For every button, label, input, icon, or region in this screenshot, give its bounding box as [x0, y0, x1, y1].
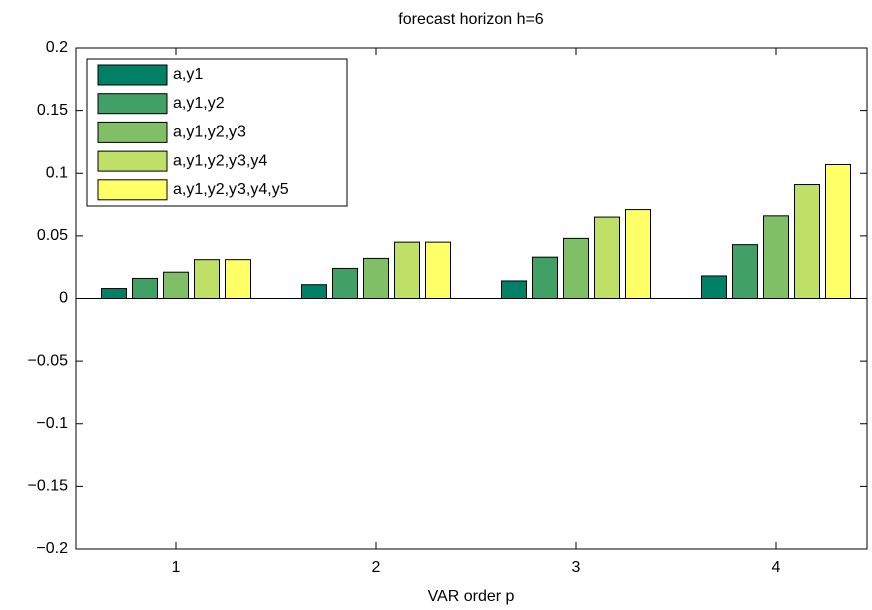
legend-swatch	[97, 150, 168, 172]
chart-title: forecast horizon h=6	[398, 11, 544, 28]
bar	[501, 280, 527, 299]
plot-frame	[75, 47, 868, 550]
bar	[763, 215, 789, 300]
x-tick-label: 3	[572, 559, 581, 576]
bar	[425, 241, 451, 299]
legend-label: a,y1,y2,y3,y4,y5	[173, 181, 289, 198]
y-tick-label: 0.2	[46, 39, 68, 56]
y-tick-label: −0.2	[36, 540, 68, 557]
bar	[394, 241, 420, 299]
x-tick-label: 4	[772, 559, 781, 576]
bar	[225, 259, 251, 299]
legend-swatch	[97, 121, 168, 143]
legend-label: a,y1	[173, 66, 203, 83]
y-tick-label: 0	[59, 290, 68, 307]
y-tick-label: −0.1	[36, 415, 68, 432]
y-tick-label: 0.05	[37, 227, 68, 244]
legend-swatch	[97, 64, 168, 86]
legend-label: a,y1,y2	[173, 95, 225, 112]
bar	[101, 287, 127, 300]
y-tick-label: 0.15	[37, 102, 68, 119]
legend-label: a,y1,y2,y3	[173, 124, 246, 141]
y-tick-label: 0.1	[46, 164, 68, 181]
legend-swatch	[97, 93, 168, 115]
bar	[194, 259, 220, 299]
bar	[163, 271, 189, 300]
y-tick-label: −0.15	[28, 478, 69, 495]
bar	[794, 184, 820, 300]
y-tick-label: −0.05	[28, 352, 69, 369]
bar	[563, 237, 589, 300]
legend-swatch	[97, 179, 168, 201]
bar	[532, 256, 558, 300]
bar	[132, 277, 158, 299]
bar	[825, 163, 851, 299]
bar	[363, 257, 389, 300]
x-tick-label: 2	[372, 559, 381, 576]
bar	[701, 275, 727, 299]
bar	[301, 284, 327, 300]
legend-label: a,y1,y2,y3,y4	[173, 152, 267, 169]
x-tick-label: 1	[172, 559, 181, 576]
bar	[625, 209, 651, 299]
bar	[594, 216, 620, 299]
bar	[732, 244, 758, 299]
x-axis-label: VAR order p	[428, 588, 515, 605]
bar	[332, 267, 358, 300]
